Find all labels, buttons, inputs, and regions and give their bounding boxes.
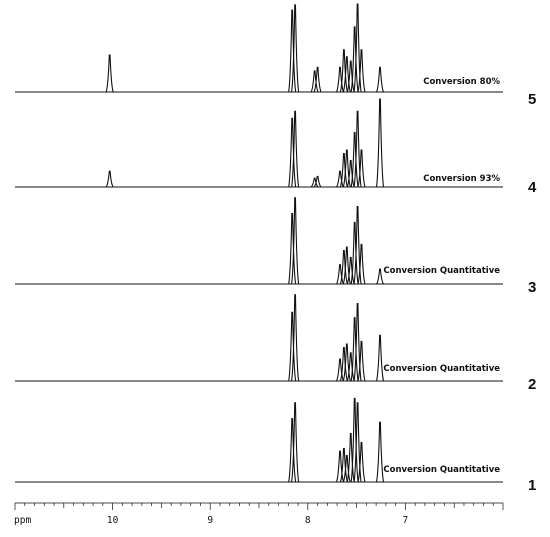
peak-4-11 [357,149,366,188]
peak-5-0 [105,54,114,93]
conversion-label-3: Conversion Quantitative [383,266,500,276]
spectrum-number-5: 5 [528,91,536,108]
peak-4-7 [342,149,351,188]
peak-2-5 [346,352,355,382]
ppm-axis: 10 9 8 7 ppm [14,502,504,526]
peak-4-9 [350,131,359,188]
x-axis-label: ppm [14,515,31,526]
peak-3-0 [288,213,297,285]
peak-4-1 [288,117,297,188]
peak-3-8 [357,243,366,285]
spectra-labels: Conversion 80% 5 Conversion 93% 4 Conversion… [383,77,537,494]
peak-1-4 [342,455,351,483]
spectrum-4 [15,98,503,188]
peak-3-3 [339,250,348,285]
peak-4-6 [339,153,348,188]
peak-4-4 [313,175,322,188]
peak-5-7 [342,56,351,93]
peak-4-5 [336,170,344,188]
peak-3-2 [335,264,345,285]
spectrum-2 [15,294,503,382]
conversion-label-1: Conversion Quantitative [383,465,500,475]
spectrum-3 [15,197,503,285]
peak-5-2 [291,4,300,93]
peak-3-5 [346,257,355,285]
peak-1-5 [346,433,355,483]
peak-2-1 [291,294,300,382]
peak-1-8 [357,441,366,483]
peak-5-8 [346,60,355,93]
peak-2-2 [335,358,345,382]
peak-5-12 [375,66,385,93]
peak-2-3 [339,347,348,382]
peak-5-9 [350,26,359,93]
peak-1-0 [288,418,297,483]
peak-2-0 [288,311,297,382]
peak-5-1 [288,9,297,93]
x-tick-label-7: 7 [403,515,409,526]
spectrum-number-3: 3 [528,279,536,296]
peak-1-6 [350,397,359,483]
x-tick-label-8: 8 [305,515,311,526]
spectra-traces [15,3,503,483]
peak-4-8 [346,160,355,188]
peak-5-5 [335,66,345,93]
peak-2-9 [375,334,385,382]
peak-4-3 [310,177,319,188]
conversion-label-5: Conversion 80% [423,77,500,87]
peak-4-2 [291,110,300,188]
peak-3-4 [342,246,351,285]
conversion-label-2: Conversion Quantitative [383,364,500,374]
conversion-label-4: Conversion 93% [423,174,500,184]
x-tick-label-10: 10 [107,515,119,526]
peak-4-12 [375,98,385,188]
x-tick-label-9: 9 [207,515,213,526]
peak-1-1 [291,402,300,483]
peak-1-9 [375,421,385,483]
peak-5-11 [357,49,366,93]
spectrum-5 [15,3,503,93]
peak-1-3 [339,448,348,483]
peak-4-0 [105,170,114,188]
peak-2-8 [357,340,366,382]
peak-2-6 [350,317,359,382]
peak-1-2 [335,450,345,483]
x-axis-ticks: 10 9 8 7 [14,503,504,526]
spectrum-number-2: 2 [528,376,536,393]
peak-3-9 [376,268,385,285]
spectrum-number-1: 1 [528,477,536,494]
spectrum-1 [15,397,503,483]
peak-5-4 [313,66,322,93]
peak-5-3 [310,70,319,93]
peak-2-4 [342,343,351,382]
spectrum-number-4: 4 [528,179,537,196]
peak-5-6 [339,49,348,93]
peak-3-6 [350,221,359,285]
peak-3-1 [291,197,300,285]
